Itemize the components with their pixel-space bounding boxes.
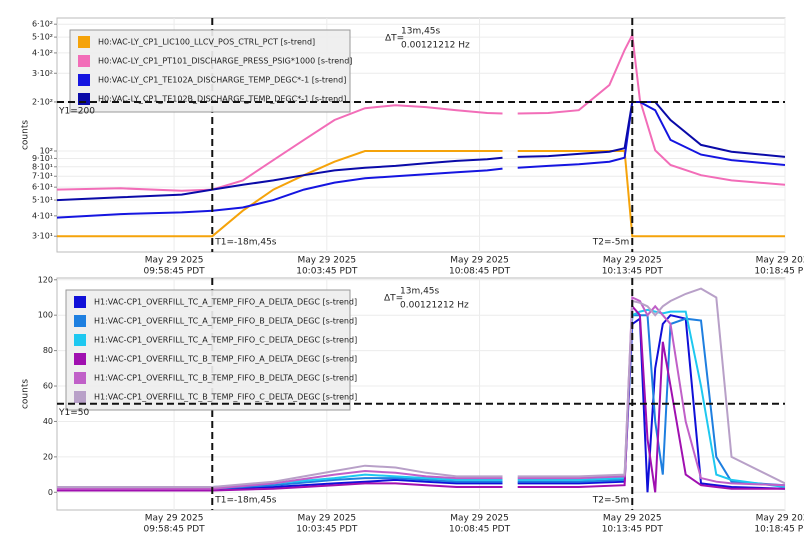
cursor-t2-label: T2=-5m [592,238,630,248]
legend [69,29,351,113]
x-tick-date: May 29 2025 [450,514,509,524]
series-line [57,150,785,238]
y-tick-label: 4·10¹ [32,211,53,220]
legend-label: H0:VAC-LY_CP1_TE102A_DISCHARGE_TEMP_DEGC… [98,76,346,85]
series-line [57,303,785,493]
y-axis-label: counts [21,120,31,150]
series-line [57,295,785,490]
x-tick-date: May 29 2025 [603,256,662,266]
legend-label: H1:VAC-CP1_OVERFILL_TC_A_TEMP_FIFO_C_DEL… [94,336,357,345]
x-tick-label: 10:13:45 PDT [602,525,664,535]
delta-label: ΔT= [384,294,403,304]
x-tick-label: 10:08:45 PDT [449,525,511,535]
legend-swatch [74,315,86,327]
y-tick-label: 60 [43,382,53,391]
x-tick-date: May 29 2025 [145,256,204,266]
y-tick-label: 120 [38,275,53,284]
x-tick-label: 10:18:45 PDT [754,267,804,277]
series-line [57,287,785,488]
cursor-t2-label: T2=-5m [592,496,630,506]
x-tick-label: 10:13:45 PDT [602,267,664,277]
x-tick-date: May 29 2025 [145,514,204,524]
y-tick-label: 8·10¹ [32,162,53,171]
y-tick-label: 5·10¹ [32,196,53,205]
cursor-t1-label: T1=-18m,45s [214,238,277,248]
legend-label: H1:VAC-CP1_OVERFILL_TC_A_TEMP_FIFO_B_DEL… [94,317,357,326]
delta-time: 13m,45s [400,287,440,297]
legend-swatch [78,93,90,105]
legend-swatch [78,74,90,86]
x-tick-date: May 29 2025 [297,256,356,266]
legend-label: H1:VAC-CP1_OVERFILL_TC_B_TEMP_FIFO_B_DEL… [94,374,357,383]
x-tick-label: 09:58:45 PDT [144,525,206,535]
x-tick-label: 10:03:45 PDT [296,525,358,535]
y-tick-label: 5·10² [32,33,53,42]
x-tick-date: May 29 2025 [450,256,509,266]
x-tick-label: 10:18:45 PDT [754,525,804,535]
y-tick-label: 7·10¹ [32,172,53,181]
legend-label: H1:VAC-CP1_OVERFILL_TC_A_TEMP_FIFO_A_DEL… [94,298,357,307]
x-tick-date: May 29 2025 [603,514,662,524]
legend-swatch [74,353,86,365]
cursor-y1-label: Y1=200 [58,106,95,116]
legend-label: H1:VAC-CP1_OVERFILL_TC_B_TEMP_FIFO_A_DEL… [94,355,357,364]
legend [65,289,351,411]
legend-swatch [74,391,86,403]
delta-freq: 0.00121212 Hz [401,41,470,51]
legend-swatch [74,296,86,308]
x-tick-label: 09:58:45 PDT [144,267,206,277]
legend-label: H0:VAC-LY_CP1_LIC100_LLCV_POS_CTRL_PCT [… [98,38,315,47]
x-tick-date: May 29 2025 [756,256,804,266]
delta-label: ΔT= [385,34,404,44]
y-tick-label: 3·10² [32,69,53,78]
y-tick-label: 9·10¹ [32,154,53,163]
x-tick-date: May 29 2025 [756,514,804,524]
legend-label: H0:VAC-LY_CP1_TE102B_DISCHARGE_TEMP_DEGC… [98,95,346,104]
y-tick-label: 4·10² [32,48,53,57]
legend-swatch [78,36,90,48]
y-tick-label: 6·10² [32,20,53,29]
y-tick-label: 80 [43,346,53,355]
x-tick-label: 10:08:45 PDT [449,267,511,277]
legend-swatch [78,55,90,67]
x-tick-label: 10:03:45 PDT [296,267,358,277]
y-axis-label: counts [21,379,31,409]
delta-freq: 0.00121212 Hz [400,301,469,311]
legend-swatch [74,372,86,384]
y-tick-label: 100 [38,311,53,320]
delta-time: 13m,45s [401,27,441,37]
cursor-y1-label: Y1=50 [58,408,89,418]
y-tick-label: 3·10¹ [32,232,53,241]
cursor-t1-label: T1=-18m,45s [214,496,277,506]
y-tick-label: 6·10¹ [32,183,53,192]
y-tick-label: 40 [43,417,53,426]
series-line [57,31,785,192]
x-tick-date: May 29 2025 [297,514,356,524]
series-line [57,101,785,202]
legend-swatch [74,334,86,346]
legend-label: H1:VAC-CP1_OVERFILL_TC_B_TEMP_FIFO_C_DEL… [94,393,357,402]
y-tick-label: 0 [48,488,53,497]
legend-label: H0:VAC-LY_CP1_PT101_DISCHARGE_PRESS_PSIG… [98,57,352,66]
y-tick-label: 10² [40,147,53,156]
y-tick-label: 20 [43,452,53,461]
y-tick-label: 2·10² [32,97,53,106]
